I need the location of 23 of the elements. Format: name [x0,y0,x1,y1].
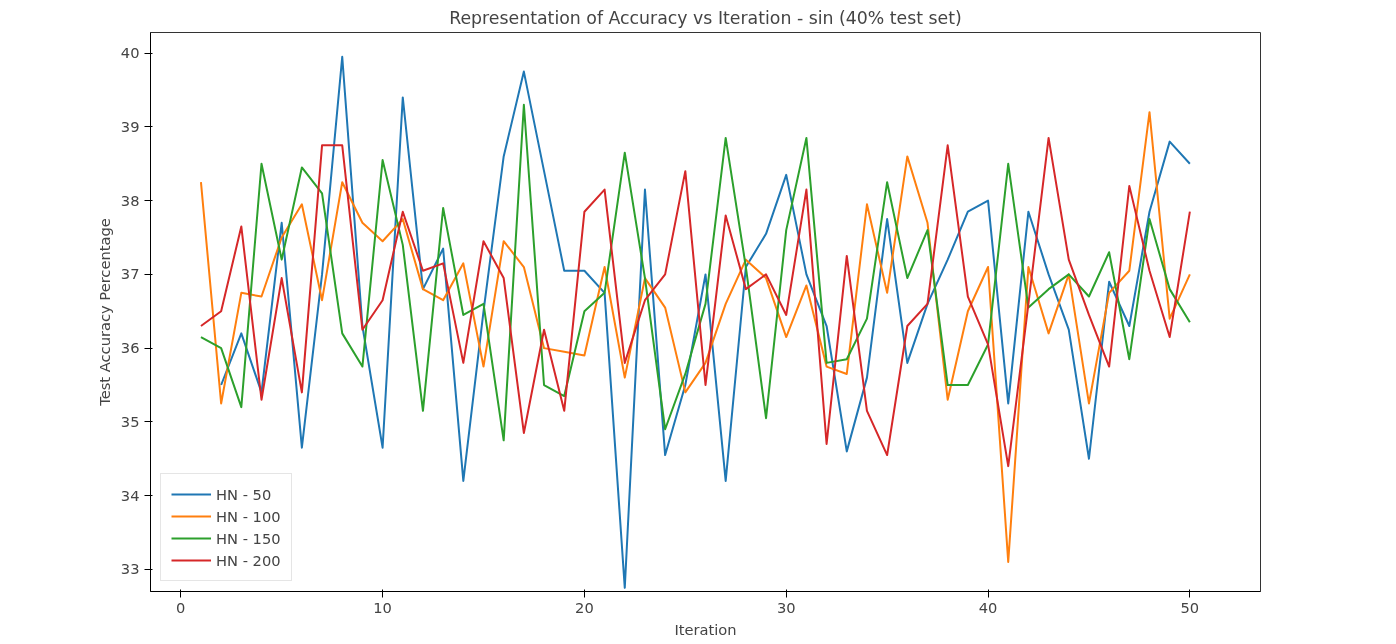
x-tick-label: 50 [1180,598,1200,616]
y-tick-label: 39 [120,117,140,135]
y-axis-title: Test Accuracy Percentage [95,218,113,407]
x-tick-label: 30 [776,598,796,616]
legend-label: HN - 200 [216,551,281,569]
y-tick-label: 40 [120,44,140,62]
legend-label: HN - 50 [216,485,272,503]
x-tick-label: 20 [575,598,594,616]
legend-label: HN - 100 [216,507,281,525]
x-tick-label: 10 [373,598,392,616]
x-tick-label: 40 [978,598,998,616]
y-tick-label: 33 [120,560,140,578]
y-tick-label: 34 [120,486,140,504]
chart-title: Representation of Accuracy vs Iteration - sin (40% test set) [449,7,962,28]
y-tick-label: 38 [120,191,140,209]
line-series [199,103,1191,442]
legend-label: HN - 150 [216,529,281,547]
y-tick-label: 36 [120,339,140,357]
y-tick-label: 37 [120,265,140,283]
line-series [199,136,1191,468]
y-tick-label: 35 [120,412,140,430]
x-axis-title: Iteration [674,620,737,638]
x-tick-label: 0 [176,598,186,616]
